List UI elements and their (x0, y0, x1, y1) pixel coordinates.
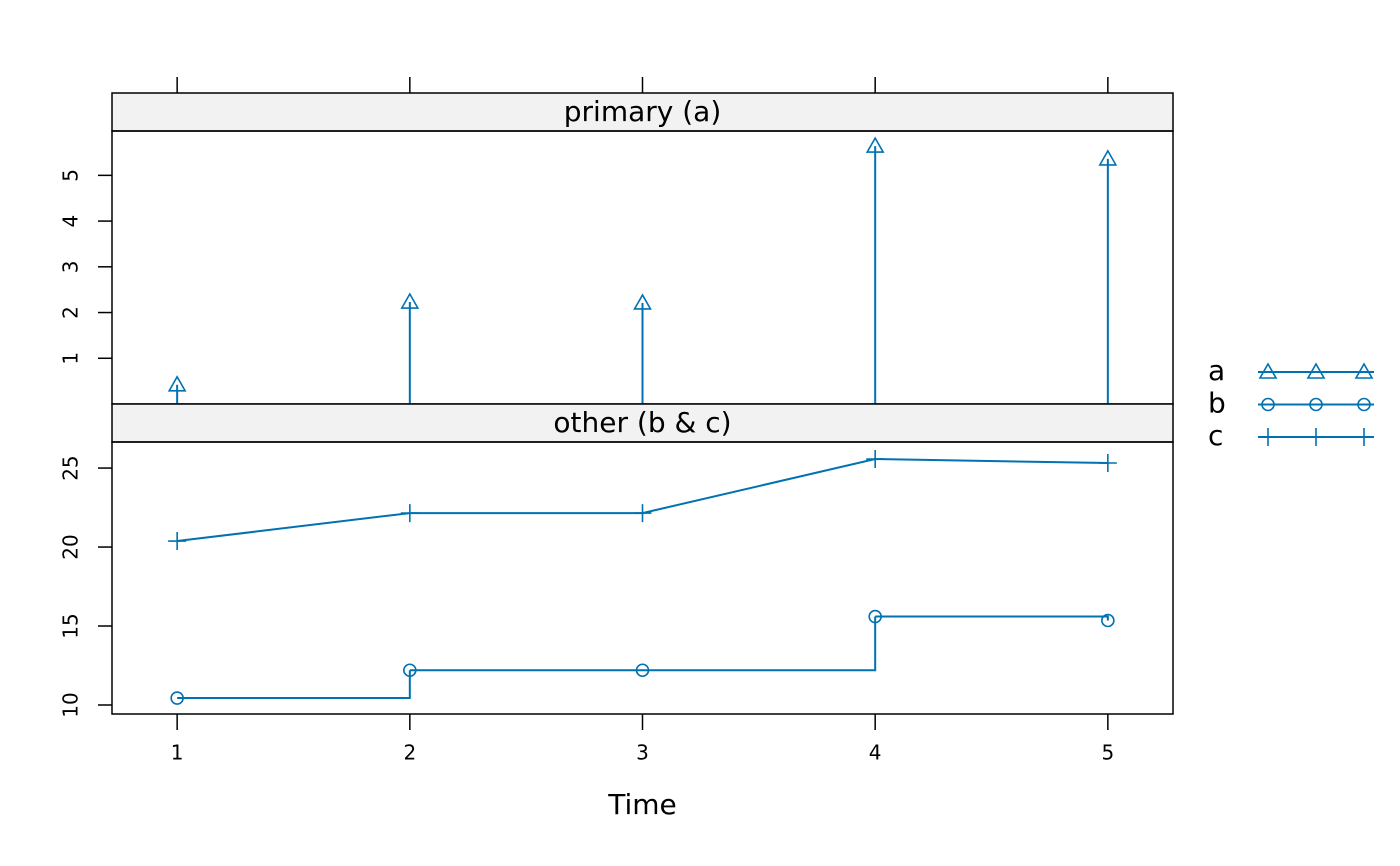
strip-title: primary (a) (564, 95, 722, 128)
marker-triangle (400, 292, 420, 309)
step-line (177, 670, 411, 700)
marker-circle (868, 609, 882, 624)
marker-circle (1101, 613, 1115, 628)
marker-plus (866, 450, 885, 469)
panel (111, 441, 1174, 715)
x-tick-label: 1 (171, 741, 184, 765)
y-tick-label: 10 (59, 692, 83, 717)
y-tick-label: 3 (59, 260, 83, 273)
marker-circle (635, 663, 650, 678)
y-tick-label: 15 (59, 613, 83, 638)
series-line (177, 458, 1108, 543)
y-tick-label: 20 (59, 534, 83, 559)
step-line (875, 615, 1109, 621)
marker-triangle (1098, 149, 1118, 166)
legend-marker (1357, 397, 1371, 412)
strip-title: other (b & c) (553, 406, 731, 439)
legend-marker (1261, 397, 1275, 412)
legend-marker (1355, 428, 1373, 446)
legend-marker (1309, 397, 1323, 412)
marker-triangle (167, 375, 187, 392)
x-tick-label: 4 (869, 741, 882, 765)
marker-circle (170, 691, 184, 705)
y-tick-label: 2 (59, 306, 83, 319)
strip (111, 403, 1174, 443)
x-tick-label: 5 (1101, 741, 1114, 765)
legend-label: a (1208, 354, 1225, 387)
marker-plus (168, 532, 187, 551)
x-tick-label: 3 (636, 741, 649, 765)
marker-circle (403, 663, 417, 678)
legend-label: b (1208, 387, 1226, 420)
marker-plus (400, 504, 419, 523)
marker-triangle (865, 136, 885, 153)
legend-marker (1259, 428, 1277, 446)
y-tick-label: 25 (59, 455, 83, 480)
legend-marker (1306, 362, 1326, 379)
strip (111, 92, 1174, 132)
legend-marker (1258, 362, 1278, 379)
y-tick-label: 1 (59, 352, 83, 365)
x-axis-label: Time (607, 788, 677, 821)
marker-triangle (633, 293, 652, 310)
y-tick-label: 5 (59, 169, 83, 182)
x-tick-label: 2 (403, 741, 416, 765)
marker-plus (633, 504, 652, 523)
legend-marker (1307, 428, 1325, 446)
legend-marker (1354, 362, 1374, 379)
marker-plus (1098, 454, 1117, 473)
legend-label: c (1208, 419, 1223, 452)
y-tick-label: 4 (59, 215, 83, 228)
step-line (642, 616, 877, 672)
